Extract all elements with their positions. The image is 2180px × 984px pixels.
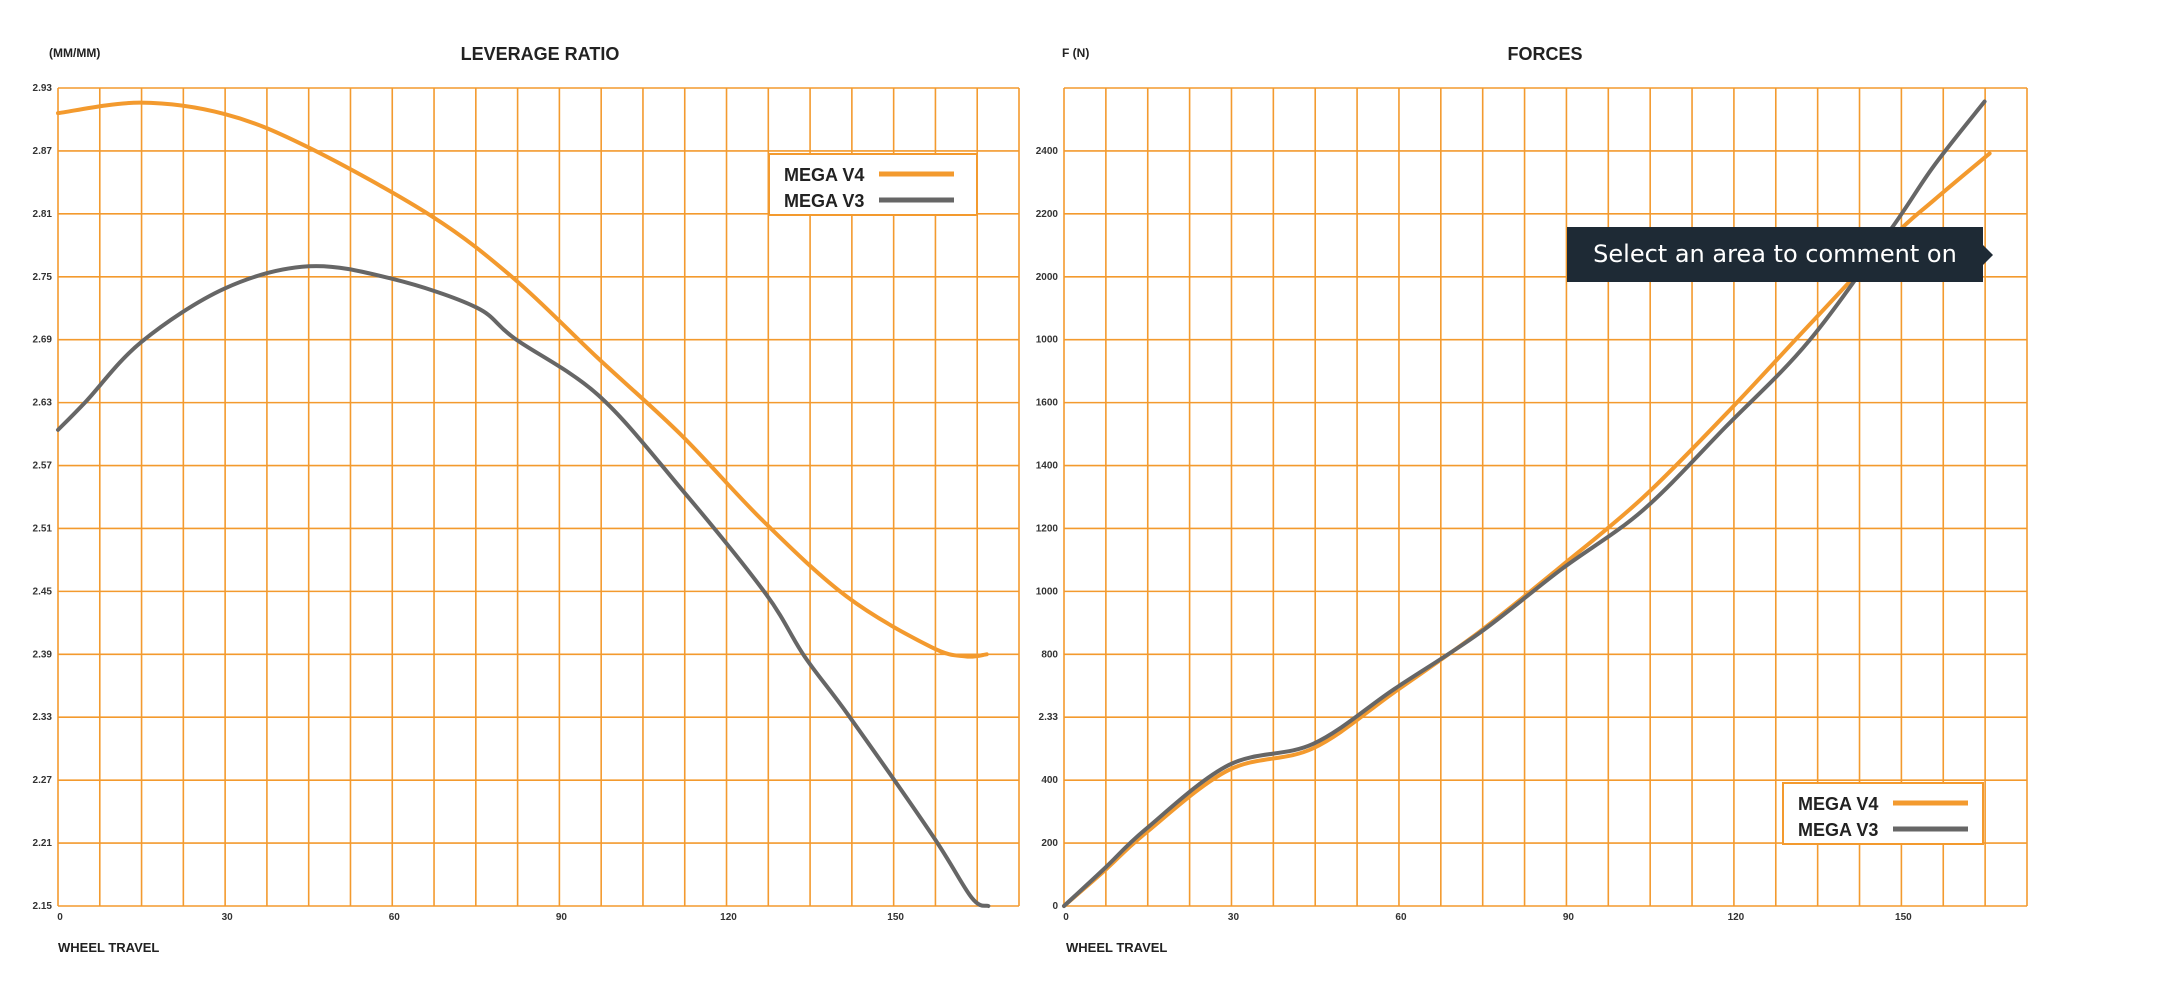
y-tick-label: 2.51 — [33, 523, 53, 534]
x-tick-label: 60 — [1395, 912, 1407, 923]
forces-chart: FORCES F (N) WHEEL TRAVEL 0 30 60 90 120 150 2400… — [1036, 44, 2028, 955]
y-tick-label: 2200 — [1036, 209, 1059, 220]
y-tick-label: 400 — [1041, 775, 1058, 786]
series-line-mega-v3 — [56, 264, 991, 908]
legend-box — [1782, 782, 1984, 845]
x-tick-label: 60 — [389, 912, 401, 923]
y-tick-label: 2.81 — [33, 209, 53, 220]
series-line-mega-v4 — [56, 100, 989, 659]
legend-label: MEGA V4 — [784, 165, 864, 185]
x-tick-label: 0 — [57, 912, 63, 923]
y-axis-label: F (N) — [1062, 46, 1089, 60]
y-tick-label: 2.27 — [33, 775, 53, 786]
y-tick-label: 2000 — [1036, 272, 1059, 283]
y-tick-label: 2.45 — [33, 586, 53, 597]
x-tick-label: 30 — [222, 912, 234, 923]
y-tick-label: 0 — [1052, 901, 1058, 912]
leverage-ratio-chart: LEVERAGE RATIO (MM/MM) WHEEL TRAVEL 0 30 60 90… — [33, 44, 1020, 955]
y-tick-label: 1000 — [1036, 586, 1059, 597]
x-tick-label: 30 — [1228, 912, 1240, 923]
comment-tooltip: Select an area to comment on — [1567, 227, 1993, 282]
y-tick-label: 800 — [1041, 649, 1058, 660]
y-axis-label: (MM/MM) — [49, 46, 100, 60]
y-tick-label: 2.69 — [33, 335, 53, 346]
legend-label: MEGA V3 — [1798, 820, 1878, 840]
x-tick-label: 0 — [1063, 912, 1069, 923]
y-tick-label: 2.75 — [33, 272, 53, 283]
legend: MEGA V4 MEGA V3 — [1782, 782, 1984, 845]
y-tick-label: 200 — [1041, 838, 1058, 849]
legend: MEGA V4 MEGA V3 — [768, 153, 978, 216]
y-tick-label: 1000 — [1036, 335, 1059, 346]
y-tick-label: 1200 — [1036, 523, 1059, 534]
y-tick-label: 1600 — [1036, 398, 1059, 409]
y-tick-label: 2.39 — [33, 649, 53, 660]
legend-label: MEGA V4 — [1798, 794, 1878, 814]
chart-title: LEVERAGE RATIO — [461, 44, 620, 64]
x-tick-label: 120 — [1728, 912, 1745, 923]
x-tick-label: 120 — [720, 912, 737, 923]
x-axis-label: WHEEL TRAVEL — [58, 940, 159, 955]
legend-box — [768, 153, 978, 216]
y-tick-label: 2.57 — [33, 461, 53, 472]
legend-label: MEGA V3 — [784, 191, 864, 211]
chart-title: FORCES — [1507, 44, 1582, 64]
y-tick-label: 2.15 — [33, 901, 53, 912]
tooltip-text: Select an area to comment on — [1593, 240, 1957, 268]
y-tick-label: 1400 — [1036, 461, 1059, 472]
y-tick-label: 2.93 — [33, 83, 53, 94]
y-tick-label: 2.33 — [1039, 712, 1059, 723]
x-tick-label: 90 — [556, 912, 568, 923]
y-tick-label: 2.33 — [33, 712, 53, 723]
y-tick-label: 2.63 — [33, 398, 53, 409]
x-tick-label: 150 — [887, 912, 904, 923]
x-tick-label: 150 — [1895, 912, 1912, 923]
y-tick-label: 2.21 — [33, 838, 53, 849]
y-tick-label: 2400 — [1036, 146, 1059, 157]
x-axis-label: WHEEL TRAVEL — [1066, 940, 1167, 955]
y-tick-label: 2.87 — [33, 146, 53, 157]
x-tick-label: 90 — [1563, 912, 1575, 923]
